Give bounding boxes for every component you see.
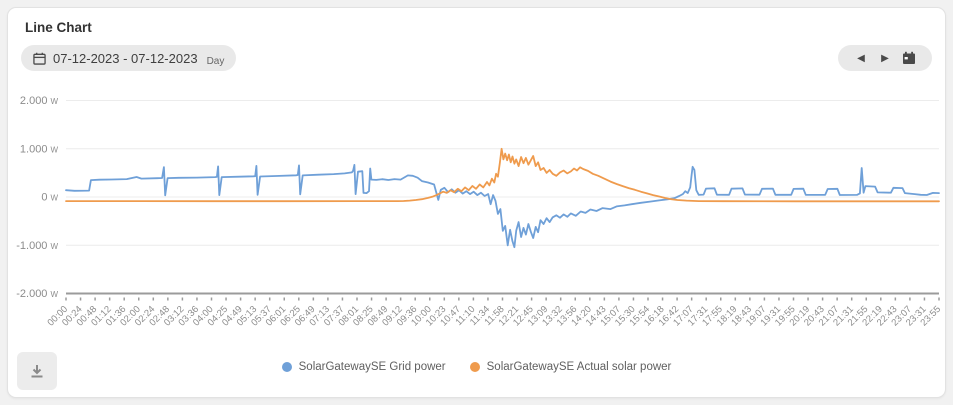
date-range-button[interactable]: 07-12-2023 - 07-12-2023 Day xyxy=(21,45,237,71)
legend-label-grid-power: SolarGatewaySE Grid power xyxy=(298,361,446,373)
download-button[interactable] xyxy=(17,352,57,390)
date-range-label: 07-12-2023 - 07-12-2023 xyxy=(53,50,198,66)
chart-area[interactable]: 2.000 W 1.000 W 0 W -1.000 W -2.000 W 00:00 00:24 00… xyxy=(8,88,947,346)
legend-item-solar-power[interactable]: SolarGatewaySE Actual solar power xyxy=(469,361,672,373)
legend-label-solar-power: SolarGatewaySE Actual solar power xyxy=(486,361,672,373)
page-title: Line Chart xyxy=(25,20,92,35)
legend-item-grid-power[interactable]: SolarGatewaySE Grid power xyxy=(281,361,446,373)
line-chart-card: Line Chart 07-12-2023 - 07-12-2023 Day ◀… xyxy=(7,7,946,398)
series-line-grid-power xyxy=(65,164,940,249)
chevron-right-icon: ▶ xyxy=(881,52,889,64)
prev-day-button[interactable]: ◀ xyxy=(849,46,873,70)
y-tick-label: -1.000 W xyxy=(16,240,58,252)
date-nav-group: ◀ ▶ xyxy=(838,45,932,71)
y-tick-label: 1.000 W xyxy=(20,143,59,155)
download-icon xyxy=(29,364,45,379)
granularity-label: Day xyxy=(206,56,225,67)
grid-power-dot-icon xyxy=(281,362,292,372)
series-line-solar-power xyxy=(65,147,940,203)
open-calendar-button[interactable] xyxy=(897,46,921,70)
next-day-button[interactable]: ▶ xyxy=(873,46,897,70)
calendar-icon xyxy=(33,52,46,65)
chevron-left-icon: ◀ xyxy=(857,52,865,64)
y-tick-label: -2.000 W xyxy=(16,288,58,300)
chart-canvas[interactable]: 2.000 W1.000 W0 W-1.000 W-2.000 W00:0000:2400… xyxy=(8,88,947,346)
calendar-icon xyxy=(902,51,916,65)
y-tick-label: 2.000 W xyxy=(20,95,59,107)
chart-legend: SolarGatewaySE Grid power SolarGatewaySE… xyxy=(8,358,945,376)
solar-power-dot-icon xyxy=(469,362,480,372)
